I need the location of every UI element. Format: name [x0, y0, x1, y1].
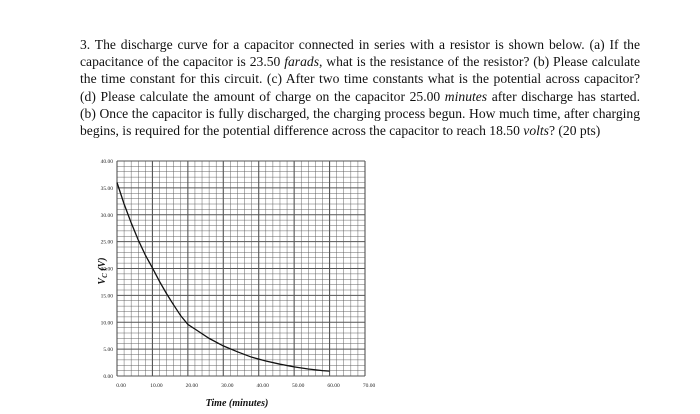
x-tick-label: 50.00	[292, 383, 305, 389]
voltage-unit: volts	[523, 123, 549, 139]
question-part-3: after discharge has started. (b) Once th…	[80, 88, 640, 139]
y-tick-labels: 0.00 5.00 10.00 15.00 20.00 25.00 30.00 35.00 40…	[101, 159, 114, 380]
y-tick-label: 10.00	[101, 320, 114, 326]
time-unit: minutes	[444, 88, 488, 104]
x-tick-label: 40.00	[257, 383, 270, 389]
y-tick-label: 20.00	[101, 267, 114, 273]
x-tick-label: 60.00	[327, 383, 340, 389]
y-tick-label: 15.00	[101, 293, 114, 299]
x-axis-label: Time (minutes)	[206, 398, 269, 409]
question-text: 3. The discharge curve for a capacitor c…	[80, 36, 640, 139]
capacitance-value: 23.50	[249, 54, 281, 70]
question-part-2: , what is the resistance of the resistor…	[80, 54, 640, 104]
y-tick-label: 0.00	[103, 374, 113, 380]
x-tick-labels: 0.00 10.00 20.00 30.00 40.00 50.00 60.00 70.00	[116, 383, 375, 389]
y-tick-label: 35.00	[101, 186, 114, 192]
capacitance-unit: farads	[284, 54, 319, 70]
y-tick-label: 5.00	[103, 347, 113, 353]
chart-grid	[116, 160, 366, 377]
y-tick-label: 40.00	[101, 159, 114, 165]
x-tick-label: 10.00	[150, 383, 163, 389]
y-tick-label: 30.00	[101, 213, 114, 219]
y-tick-label: 25.00	[101, 240, 114, 246]
question-intro: 3. The discharge curve for a capacitor c…	[80, 37, 640, 70]
time-value: 25.00	[409, 88, 441, 104]
question-ending: ? (20 pts)	[548, 123, 601, 139]
x-tick-label: 20.00	[186, 383, 199, 389]
y-axis-label: VC (V)	[97, 257, 109, 284]
x-tick-label: 70.00	[363, 383, 376, 389]
x-tick-label: 30.00	[221, 383, 234, 389]
discharge-curve-line	[116, 182, 330, 372]
x-tick-label: 0.00	[116, 383, 126, 389]
voltage-value: 18.50	[489, 123, 520, 139]
